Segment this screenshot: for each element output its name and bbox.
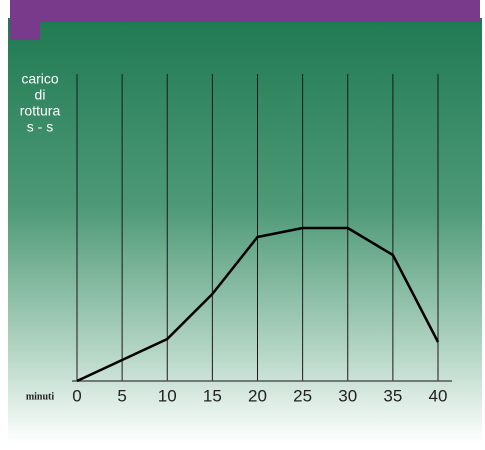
y-axis-label: di [35, 87, 46, 103]
x-tick-label: 0 [72, 386, 81, 405]
data-line [76, 226, 440, 383]
x-tick-label: 15 [203, 386, 222, 405]
y-axis-label: s - s [27, 119, 53, 135]
header-tab [10, 22, 40, 40]
x-tick-label: 20 [248, 386, 267, 405]
y-axis-label: carico [21, 71, 59, 87]
x-axis-label: minuti [26, 391, 55, 402]
x-tick-label: 30 [338, 386, 357, 405]
y-axis-label: rottura [20, 103, 61, 119]
x-tick-label: 10 [158, 386, 177, 405]
header-bar [10, 0, 480, 22]
chart-panel [8, 18, 482, 443]
x-tick-label: 35 [383, 386, 402, 405]
x-tick-label: 5 [117, 386, 126, 405]
x-tick-label: 40 [429, 386, 448, 405]
x-tick-label: 25 [293, 386, 312, 405]
